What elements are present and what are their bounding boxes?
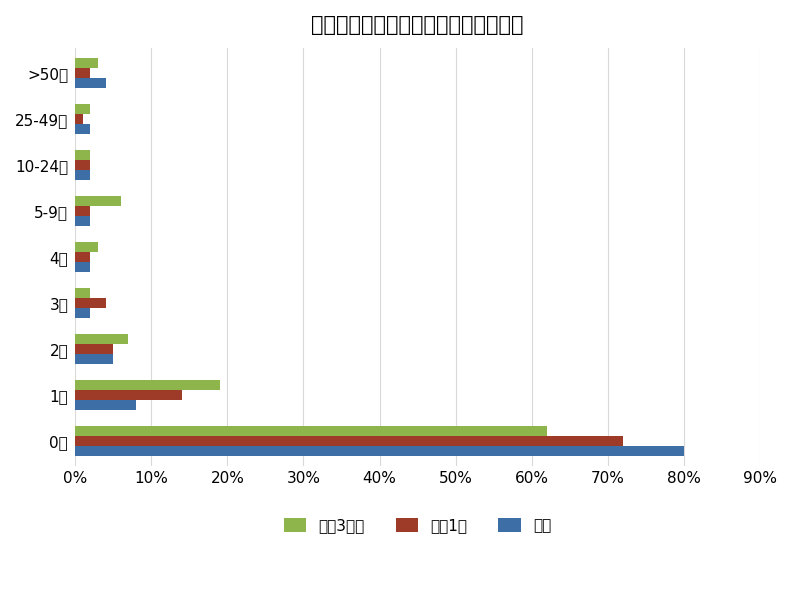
Bar <box>75 58 98 68</box>
Bar <box>75 446 684 456</box>
Bar <box>75 124 90 134</box>
Bar <box>75 298 105 308</box>
Bar <box>75 400 136 410</box>
Bar <box>75 390 181 400</box>
Bar <box>75 426 547 436</box>
Bar <box>75 252 90 262</box>
Title: 即将建设的数据中心数量（企业占比）: 即将建设的数据中心数量（企业占比） <box>311 15 524 35</box>
Bar <box>75 436 623 446</box>
Bar <box>75 380 219 390</box>
Bar <box>75 78 105 88</box>
Bar <box>75 344 113 354</box>
Bar <box>75 216 90 226</box>
Bar <box>75 242 98 252</box>
Bar <box>75 206 90 216</box>
Bar <box>75 68 90 78</box>
Bar <box>75 262 90 272</box>
Bar <box>75 308 90 318</box>
Bar <box>75 160 90 170</box>
Legend: 未来3年内, 未来1年, 目前: 未来3年内, 未来1年, 目前 <box>277 512 558 539</box>
Bar <box>75 150 90 160</box>
Bar <box>75 104 90 114</box>
Bar <box>75 114 83 124</box>
Bar <box>75 288 90 298</box>
Bar <box>75 170 90 180</box>
Bar <box>75 354 113 364</box>
Bar <box>75 334 128 344</box>
Bar <box>75 196 121 206</box>
